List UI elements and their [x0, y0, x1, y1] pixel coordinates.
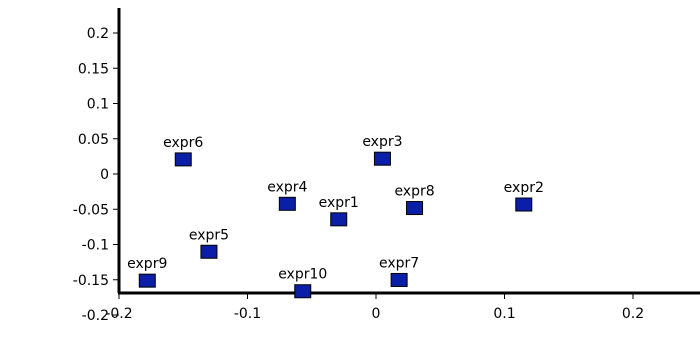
data-point-label: expr3 — [362, 134, 402, 150]
data-point-label: expr1 — [319, 195, 359, 211]
data-point-label: expr9 — [127, 256, 167, 272]
x-ticks: -0.2 -0.1 0 0.1 0.2 — [105, 293, 644, 322]
y-tick-label: 0.1 — [87, 97, 109, 113]
data-point-label: expr6 — [163, 135, 203, 151]
data-point-expr4 — [278, 196, 296, 211]
data-point-expr7 — [390, 272, 408, 287]
data-point-expr9 — [138, 273, 156, 288]
data-point-expr1 — [330, 212, 348, 227]
y-tick-label: 0.2 — [87, 26, 109, 42]
data-point-label: expr7 — [379, 255, 419, 271]
data-point-label: expr10 — [278, 267, 327, 283]
data-point-label: expr5 — [189, 227, 229, 243]
data-point-expr3 — [373, 151, 391, 166]
y-tick-label: 0.05 — [78, 132, 109, 148]
y-tick-label: -0.2 — [82, 308, 109, 324]
data-point-label: expr4 — [267, 179, 307, 195]
y-tick-label: -0.05 — [73, 202, 109, 218]
data-point-expr8 — [406, 201, 424, 216]
x-tick-label: 0.1 — [493, 306, 515, 322]
data-point-expr2 — [515, 197, 533, 212]
y-tick-label: -0.15 — [73, 273, 109, 289]
data-point-expr6 — [174, 152, 192, 167]
y-tick-label: 0 — [100, 167, 109, 183]
data-point-expr5 — [200, 244, 218, 259]
y-ticks: 0.2 0.15 0.1 0.05 0 -0.05 -0.1 -0.15 -0.2 — [73, 26, 119, 324]
x-tick-label: 0.2 — [622, 306, 644, 322]
x-tick-label: -0.2 — [105, 306, 132, 322]
x-tick-label: 0 — [372, 306, 381, 322]
data-points: expr6 expr3 expr4 expr1 expr8 expr2 expr5 expr9… — [127, 134, 544, 299]
y-tick-label: -0.1 — [82, 238, 109, 254]
data-point-expr10 — [294, 284, 312, 299]
data-point-label: expr2 — [504, 180, 544, 196]
x-tick-label: -0.1 — [234, 306, 261, 322]
data-point-label: expr8 — [394, 184, 434, 200]
y-tick-label: 0.15 — [78, 61, 109, 77]
